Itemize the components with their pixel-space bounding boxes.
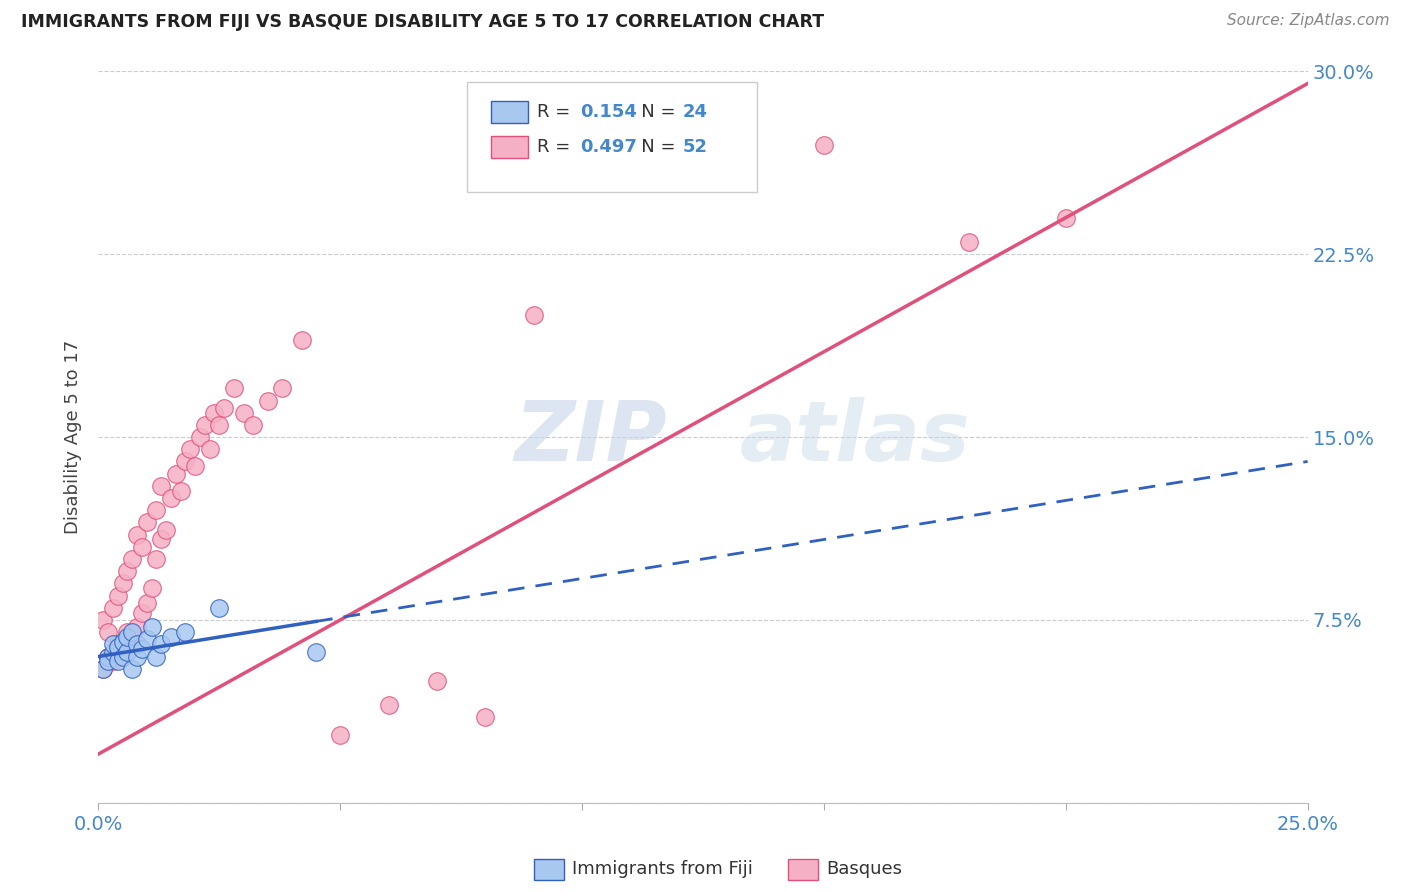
Point (91, 662, 114, 676)
Point (155, 523, 177, 537)
Point (107, 640, 129, 654)
Point (111, 649, 134, 664)
Point (141, 620, 163, 634)
Point (111, 645, 134, 659)
Point (97, 649, 120, 664)
Point (169, 483, 191, 498)
Text: Immigrants from Fiji: Immigrants from Fiji (572, 860, 754, 878)
Point (121, 625, 143, 640)
Point (101, 645, 124, 659)
Point (117, 625, 139, 640)
Text: 0.497: 0.497 (579, 137, 637, 156)
Point (271, 381, 294, 395)
Point (117, 564, 139, 578)
Point (141, 581, 163, 595)
Y-axis label: Disability Age 5 to 17: Disability Age 5 to 17 (65, 340, 83, 534)
Point (198, 442, 221, 457)
Point (179, 442, 201, 457)
Point (232, 406, 254, 420)
Point (131, 606, 153, 620)
Point (194, 417, 217, 432)
Point (121, 552, 143, 566)
Point (101, 600, 124, 615)
Point (145, 503, 167, 517)
Point (97, 625, 120, 640)
Point (174, 454, 197, 468)
Point (127, 649, 149, 664)
Point (107, 654, 129, 668)
Point (174, 625, 197, 640)
Point (121, 630, 143, 644)
Point (127, 620, 149, 634)
Point (256, 393, 278, 408)
Point (111, 576, 134, 591)
FancyBboxPatch shape (492, 102, 527, 123)
Point (377, 698, 399, 713)
Point (212, 401, 235, 415)
Text: ZIP: ZIP (515, 397, 666, 477)
Point (91, 613, 114, 627)
Point (242, 417, 264, 432)
FancyBboxPatch shape (787, 859, 818, 880)
Point (145, 552, 167, 566)
Point (165, 467, 187, 481)
Point (150, 533, 173, 547)
Point (305, 645, 328, 659)
Point (107, 589, 129, 603)
Text: Basques: Basques (827, 860, 903, 878)
Point (160, 491, 183, 505)
Point (188, 430, 211, 444)
Text: N =: N = (624, 137, 682, 156)
FancyBboxPatch shape (492, 136, 527, 159)
Point (111, 635, 134, 649)
Point (91, 662, 114, 676)
Text: 24: 24 (682, 103, 707, 120)
Point (150, 637, 173, 651)
Point (184, 459, 207, 474)
Point (107, 637, 129, 651)
Point (97, 654, 120, 668)
Point (135, 632, 157, 647)
Point (813, 137, 835, 152)
Point (127, 637, 149, 651)
Text: Source: ZipAtlas.com: Source: ZipAtlas.com (1226, 13, 1389, 29)
Point (135, 596, 157, 610)
Point (329, 727, 352, 741)
FancyBboxPatch shape (534, 859, 564, 880)
Point (101, 637, 124, 651)
Point (145, 649, 167, 664)
Point (222, 381, 245, 395)
Point (474, 710, 496, 724)
Point (150, 479, 173, 493)
Point (97, 649, 120, 664)
Text: R =: R = (537, 137, 576, 156)
Text: R =: R = (537, 103, 576, 120)
Point (290, 333, 312, 347)
Point (117, 630, 139, 644)
Text: N =: N = (624, 103, 682, 120)
Text: IMMIGRANTS FROM FIJI VS BASQUE DISABILITY AGE 5 TO 17 CORRELATION CHART: IMMIGRANTS FROM FIJI VS BASQUE DISABILIT… (21, 13, 824, 31)
Text: atlas: atlas (740, 397, 970, 477)
Point (208, 600, 231, 615)
Point (101, 654, 124, 668)
Point (131, 642, 153, 657)
Point (131, 540, 153, 554)
Point (160, 630, 183, 644)
Text: 0.154: 0.154 (579, 103, 637, 120)
Point (523, 308, 546, 322)
Point (208, 417, 231, 432)
Point (957, 235, 980, 249)
Text: 52: 52 (682, 137, 707, 156)
Point (121, 662, 143, 676)
Point (426, 673, 449, 688)
Point (135, 516, 157, 530)
FancyBboxPatch shape (467, 82, 758, 192)
Point (127, 527, 149, 541)
Point (117, 645, 139, 659)
Point (1054, 211, 1077, 225)
Point (204, 406, 226, 420)
